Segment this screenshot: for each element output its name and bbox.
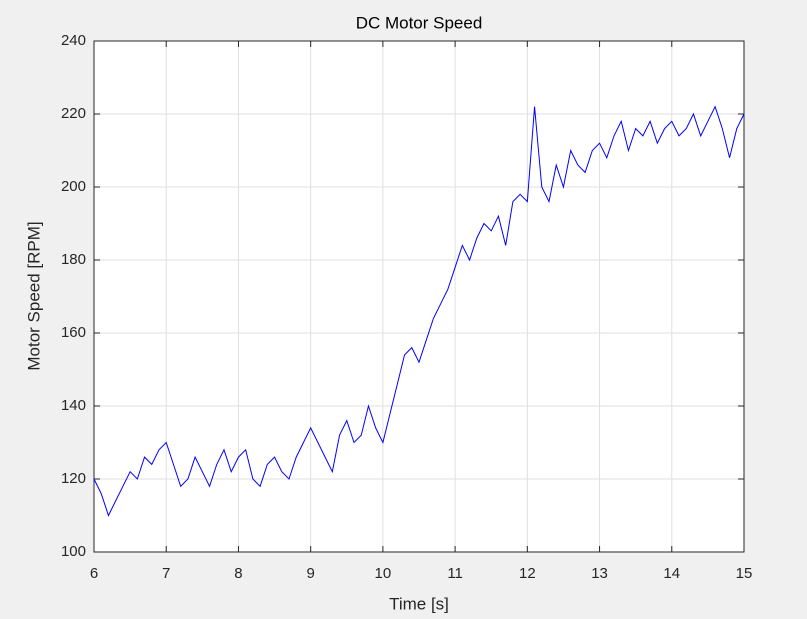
x-tick-label: 15 — [736, 565, 753, 582]
x-tick-label: 7 — [162, 565, 170, 582]
x-tick-label: 12 — [519, 565, 536, 582]
data-line — [93, 105, 745, 517]
y-tick-label: 120 — [61, 470, 86, 487]
x-axis-label: Time [s] — [389, 594, 449, 613]
x-tick-label: 14 — [663, 565, 680, 582]
plot-area — [94, 41, 744, 552]
y-tick-label: 180 — [61, 251, 86, 268]
y-tick-label: 220 — [61, 105, 86, 122]
chart-title: DC Motor Speed — [356, 13, 483, 32]
y-tick-label: 140 — [61, 397, 86, 414]
x-tick-label: 13 — [591, 565, 608, 582]
y-axis-label: Motor Speed [RPM] — [24, 221, 43, 370]
y-tick-label: 200 — [61, 178, 86, 195]
x-tick-label: 9 — [306, 565, 314, 582]
y-tick-label: 160 — [61, 324, 86, 341]
x-tick-label: 11 — [447, 565, 463, 582]
x-tick-label: 6 — [90, 565, 98, 582]
axes-box — [93, 40, 745, 553]
y-tick-label: 100 — [61, 543, 86, 560]
x-tick-label: 8 — [234, 565, 242, 582]
x-tick-label: 10 — [375, 565, 392, 582]
y-tick-label: 240 — [61, 32, 86, 49]
